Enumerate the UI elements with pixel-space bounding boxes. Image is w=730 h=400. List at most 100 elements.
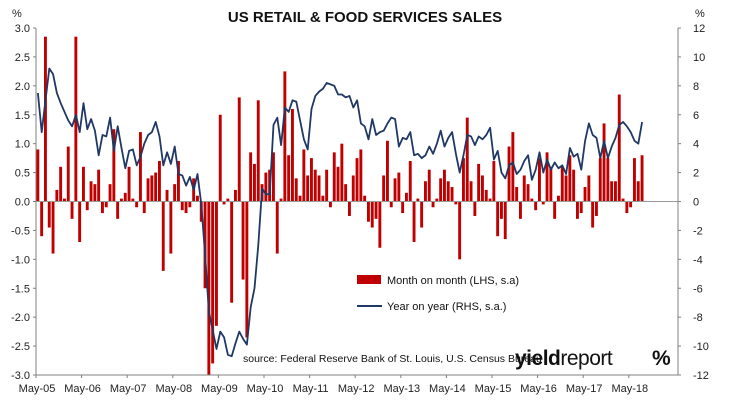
- bar-mom-12: [82, 166, 85, 202]
- bar-mom-89: [374, 201, 378, 219]
- bar-mom-109: [450, 187, 454, 202]
- bar-mom-106: [439, 178, 443, 202]
- bar-mom-10: [74, 36, 78, 202]
- bar-mom-2: [44, 36, 47, 202]
- left-tick-label: -3.0: [11, 370, 30, 382]
- bar-mom-126: [515, 187, 519, 202]
- bar-mom-135: [549, 166, 553, 202]
- bar-mom-118: [484, 189, 488, 202]
- x-tick-label: May-16: [520, 383, 557, 395]
- bar-mom-67: [291, 108, 294, 202]
- bar-mom-7: [63, 198, 66, 202]
- x-tick-label: May-05: [19, 383, 56, 395]
- bar-mom-31: [154, 172, 158, 202]
- left-tick-label: 0.5: [15, 168, 30, 180]
- bar-mom-93: [389, 201, 393, 208]
- bar-mom-34: [165, 189, 169, 202]
- right-tick-label: 10: [693, 52, 705, 64]
- x-tick-label: May-17: [566, 383, 603, 395]
- bar-mom-97: [405, 192, 408, 202]
- bar-mom-112: [462, 158, 465, 202]
- bar-mom-49: [222, 201, 226, 205]
- bar-mom-15: [93, 184, 97, 202]
- bar-mom-26: [135, 201, 139, 208]
- right-tick-label: -8: [693, 312, 703, 324]
- bar-mom-116: [477, 163, 481, 202]
- bar-mom-14: [89, 181, 93, 202]
- bar-mom-42: [196, 195, 199, 202]
- percent-logo-icon: %: [652, 347, 671, 370]
- bar-mom-51: [230, 201, 234, 303]
- x-tick-label: May-06: [64, 383, 101, 395]
- bar-mom-76: [325, 169, 329, 202]
- bar-mom-87: [367, 201, 370, 222]
- bar-mom-131: [534, 201, 538, 211]
- bar-mom-128: [522, 175, 526, 202]
- x-tick-label: May-18: [611, 383, 648, 395]
- bar-mom-6: [59, 166, 63, 202]
- bar-mom-159: [640, 155, 644, 202]
- yieldreport-logo: yieldreport %: [515, 347, 672, 370]
- bar-mom-30: [150, 175, 154, 202]
- bar-mom-5: [55, 189, 59, 202]
- bar-mom-54: [241, 201, 245, 280]
- bar-mom-103: [427, 169, 431, 202]
- logo-yield-text: yield: [515, 347, 560, 370]
- bar-mom-132: [538, 158, 541, 202]
- bar-mom-148: [598, 158, 602, 202]
- right-tick-label: 6: [693, 110, 699, 122]
- bar-mom-56: [249, 152, 253, 202]
- legend-line-label: Year on year (RHS, s.a.): [387, 301, 506, 313]
- bar-mom-55: [245, 201, 249, 338]
- bar-mom-78: [332, 152, 336, 202]
- bar-mom-75: [321, 195, 325, 202]
- bar-mom-77: [329, 201, 332, 208]
- bar-mom-53: [237, 97, 241, 202]
- x-tick-label: May-13: [383, 383, 420, 395]
- bar-mom-23: [123, 192, 127, 202]
- legend: Month on month (LHS, s.a) Year on year (…: [357, 275, 519, 313]
- bar-mom-33: [161, 201, 165, 271]
- bar-mom-120: [492, 161, 496, 202]
- bar-mom-84: [355, 158, 359, 202]
- bar-mom-101: [420, 201, 424, 228]
- line-yoy: [37, 67, 643, 358]
- bar-mom-88: [370, 201, 374, 228]
- bar-mom-157: [633, 158, 636, 202]
- bar-mom-138: [560, 166, 564, 202]
- bar-mom-19: [108, 184, 112, 202]
- bar-mom-73: [313, 169, 317, 202]
- bar-mom-16: [97, 169, 101, 202]
- bar-mom-60: [264, 172, 268, 202]
- bar-mom-4: [51, 201, 55, 254]
- bar-mom-127: [519, 201, 522, 219]
- bar-mom-70: [302, 149, 306, 202]
- bar-mom-63: [275, 201, 279, 254]
- bar-mom-82: [348, 201, 351, 216]
- bar-mom-83: [351, 175, 355, 202]
- x-tick-label: May-11: [293, 383, 329, 395]
- x-tick-label: May-14: [429, 383, 466, 395]
- bar-mom-110: [454, 201, 458, 205]
- left-tick-label: -1.5: [11, 283, 30, 295]
- source-note: source: Federal Reserve Bank of St. Loui…: [243, 353, 542, 365]
- bar-mom-18: [104, 201, 108, 208]
- bar-mom-144: [583, 187, 587, 202]
- plot-area: [36, 36, 678, 375]
- legend-bar-swatch: [357, 275, 381, 284]
- bar-mom-9: [70, 201, 74, 219]
- x-tick-label: May-15: [475, 383, 512, 395]
- bar-mom-35: [169, 201, 173, 254]
- bar-mom-80: [340, 143, 344, 202]
- bar-mom-74: [317, 175, 321, 202]
- bar-mom-115: [473, 201, 477, 216]
- left-tick-label: -2.0: [11, 312, 30, 324]
- bar-mom-143: [579, 201, 583, 214]
- bar-mom-119: [488, 198, 492, 202]
- axes: 3.0 2.5 2.0 1.5 1.0 0.5 0.0 -0.5 -1.0 -1.5 -2.0 -2.…: [11, 23, 709, 395]
- bar-mom-95: [397, 172, 401, 202]
- bar-mom-1: [40, 201, 44, 237]
- bar-mom-117: [481, 175, 484, 202]
- left-tick-label: 1.0: [15, 139, 30, 151]
